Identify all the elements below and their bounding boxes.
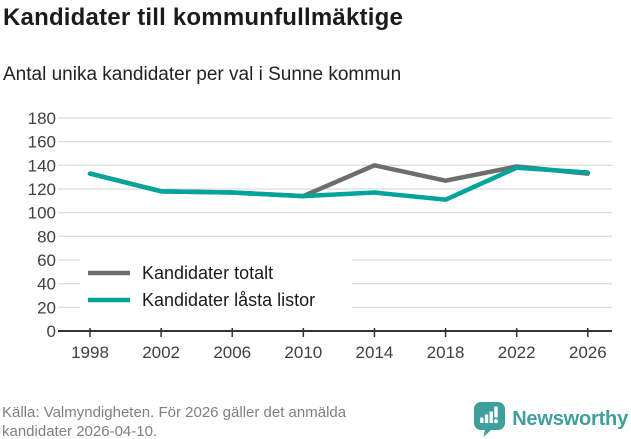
y-axis-label: 60 xyxy=(37,251,56,270)
newsworthy-logo-icon xyxy=(474,402,506,437)
source-note: Källa: Valmyndigheten. För 2026 gäller d… xyxy=(2,404,347,439)
chart-subtitle: Antal unika kandidater per val i Sunne k… xyxy=(3,64,402,85)
x-axis-label: 2022 xyxy=(498,343,536,362)
x-axis-label: 2014 xyxy=(356,343,394,362)
y-axis-label: 160 xyxy=(28,133,56,152)
y-axis-label: 100 xyxy=(28,204,56,223)
x-axis-label: 1998 xyxy=(71,343,109,362)
series-line xyxy=(87,165,591,202)
y-axis-label: 40 xyxy=(37,275,56,294)
x-axis-label: 2010 xyxy=(284,343,322,362)
brand-name: Newsworthy xyxy=(512,408,628,430)
chart-title: Kandidater till kommunfullmäktige xyxy=(3,4,403,31)
x-axis-label: 2018 xyxy=(427,343,465,362)
y-axis-label: 0 xyxy=(47,322,56,341)
y-axis-label: 20 xyxy=(37,298,56,317)
y-axis-label: 80 xyxy=(37,227,56,246)
y-axis-label: 140 xyxy=(28,156,56,175)
x-axis-label: 2006 xyxy=(213,343,251,362)
brand-lockup: Newsworthy xyxy=(474,402,628,437)
y-axis-label: 120 xyxy=(28,180,56,199)
x-axis-label: 2002 xyxy=(142,343,180,362)
x-axis-label: 2026 xyxy=(569,343,607,362)
line-chart: 0 20 40 60 80 100 120 140 160 180 1998 2002 2006 2010… xyxy=(28,109,612,362)
legend-label: Kandidater totalt xyxy=(142,263,273,283)
legend-label: Kandidater låsta listor xyxy=(142,290,315,310)
y-axis-label: 180 xyxy=(28,109,56,128)
legend-box xyxy=(80,253,352,317)
